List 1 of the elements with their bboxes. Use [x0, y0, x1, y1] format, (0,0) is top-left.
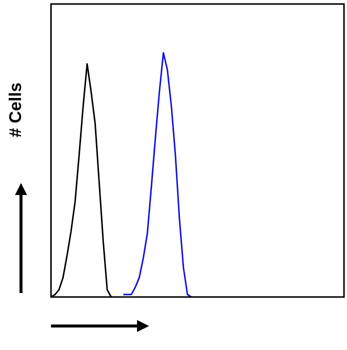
y-axis-title: # Cells: [5, 82, 26, 140]
